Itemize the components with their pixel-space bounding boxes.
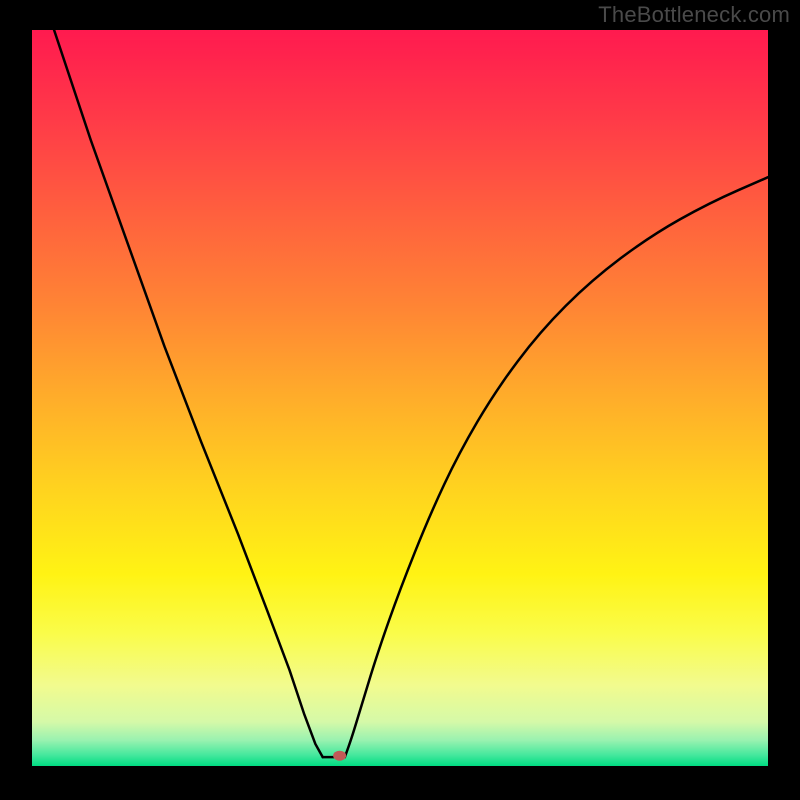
watermark-text: TheBottleneck.com — [598, 2, 790, 28]
chart-stage: TheBottleneck.com — [0, 0, 800, 800]
sweet-spot-marker — [333, 751, 346, 761]
bottleneck-chart — [0, 0, 800, 800]
